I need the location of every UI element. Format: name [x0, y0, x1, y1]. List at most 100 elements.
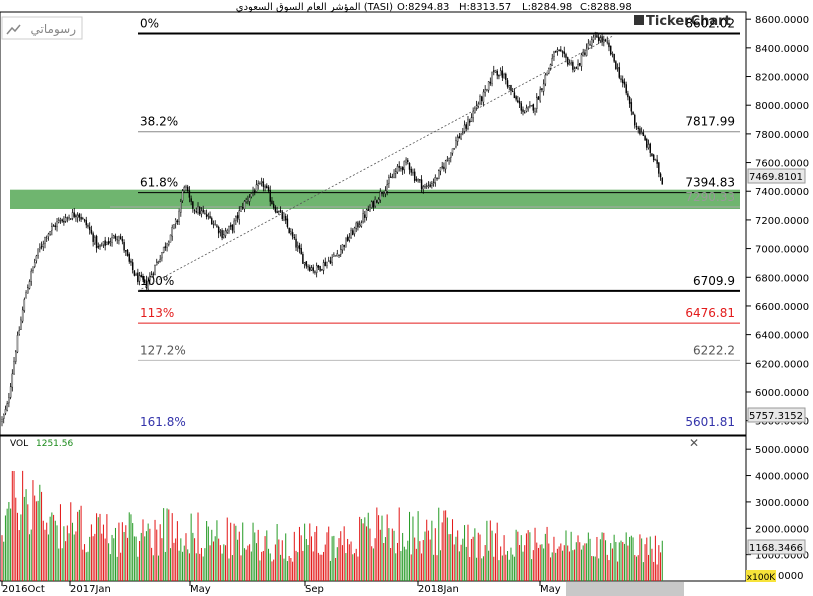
current-price-box — [747, 168, 806, 184]
x-tick-label: May — [540, 584, 561, 595]
candle-body — [23, 299, 26, 311]
volume-bar — [1, 535, 3, 581]
volume-bar — [61, 548, 63, 581]
volume-bar — [364, 517, 366, 581]
volume-bar — [46, 522, 48, 581]
candle-body — [580, 54, 583, 67]
candle-body — [150, 274, 153, 278]
volume-current-box — [747, 539, 806, 555]
volume-bar — [386, 514, 388, 581]
candle-body — [66, 217, 69, 219]
volume-bar — [3, 541, 5, 581]
volume-bar — [465, 546, 467, 581]
fib-level-value: 5601.81 — [685, 415, 735, 429]
candle-body — [532, 104, 535, 111]
candle-body — [346, 236, 349, 241]
close-panel-icon[interactable]: ✕ — [689, 436, 699, 450]
candle-body — [646, 138, 648, 148]
volume-bar — [280, 554, 282, 581]
candle-body — [18, 330, 20, 335]
candle-body — [609, 45, 612, 55]
candle-body — [130, 260, 132, 263]
candle-body — [561, 51, 564, 53]
volume-layer — [1, 470, 663, 581]
candle-body — [539, 89, 541, 102]
candle-body — [21, 309, 24, 322]
candle-body — [340, 248, 342, 255]
volume-bar — [27, 504, 29, 581]
candle-body — [54, 225, 57, 228]
candle-body — [295, 238, 297, 248]
volume-bar — [116, 556, 118, 581]
candle-body — [499, 70, 502, 76]
volume-bar — [426, 519, 428, 581]
volume-bar — [230, 522, 232, 581]
volume-bar — [575, 542, 577, 581]
volume-bar — [161, 538, 163, 581]
volume-bar — [109, 554, 111, 581]
volume-bar — [512, 554, 514, 581]
volume-bar — [261, 551, 263, 581]
volume-bar — [443, 510, 445, 581]
candle-body — [613, 53, 615, 62]
candle-body — [529, 105, 531, 107]
candle-body — [501, 70, 504, 78]
volume-bar — [123, 532, 125, 581]
volume-bar — [99, 513, 101, 581]
volume-bar — [660, 552, 662, 581]
candle-body — [199, 206, 201, 215]
volume-bar — [544, 533, 546, 581]
candle-body — [52, 225, 55, 227]
volume-bar — [137, 556, 139, 581]
volume-bar — [257, 529, 259, 581]
volume-bar — [295, 550, 297, 581]
volume-bar — [429, 539, 431, 581]
candle-body — [345, 237, 347, 248]
candle-body — [496, 71, 498, 76]
candle-body — [596, 35, 598, 38]
volume-bar — [524, 545, 526, 581]
volume-bar — [207, 526, 209, 581]
volume-bar — [90, 524, 92, 581]
volume-bar — [252, 522, 254, 581]
volume-bar — [326, 532, 328, 581]
candle-body — [472, 111, 474, 119]
volume-bar — [197, 512, 199, 581]
volume-bar — [529, 532, 531, 581]
volume-bar — [591, 556, 593, 581]
y-tick-label: 8000.0000 — [755, 101, 809, 112]
candle-body — [656, 159, 658, 164]
volume-bar — [627, 545, 629, 581]
volume-bar — [646, 537, 648, 581]
candle-body — [193, 209, 196, 211]
vol-tick-label: 3000.0000 — [755, 498, 809, 509]
candle-body — [114, 235, 117, 240]
candle-body — [544, 74, 547, 85]
candle-body — [118, 236, 120, 241]
candle-body — [582, 52, 584, 57]
scrollbar-thumb[interactable] — [566, 582, 684, 596]
candle-body — [56, 221, 58, 228]
volume-bar — [603, 532, 605, 581]
volume-bar — [96, 513, 98, 581]
volume-bar — [18, 530, 20, 581]
candle-body — [639, 128, 641, 134]
candle-body — [513, 92, 516, 99]
candle-body — [579, 63, 581, 66]
candle-body — [40, 246, 43, 248]
volume-bar — [445, 510, 447, 581]
candle-body — [400, 167, 402, 170]
volume-bar — [255, 543, 257, 581]
fib-level-value: 6709.9 — [693, 274, 735, 288]
candle-body — [128, 254, 130, 262]
volume-bar — [388, 528, 390, 581]
candle-body — [377, 199, 380, 203]
volume-bar — [58, 548, 60, 581]
candle-body — [503, 74, 505, 79]
volume-bar — [412, 516, 414, 581]
volume-bar — [517, 531, 519, 581]
candle-body — [434, 177, 437, 184]
volume-bar — [592, 556, 595, 581]
candle-body — [149, 275, 151, 281]
volume-bar — [357, 556, 359, 581]
